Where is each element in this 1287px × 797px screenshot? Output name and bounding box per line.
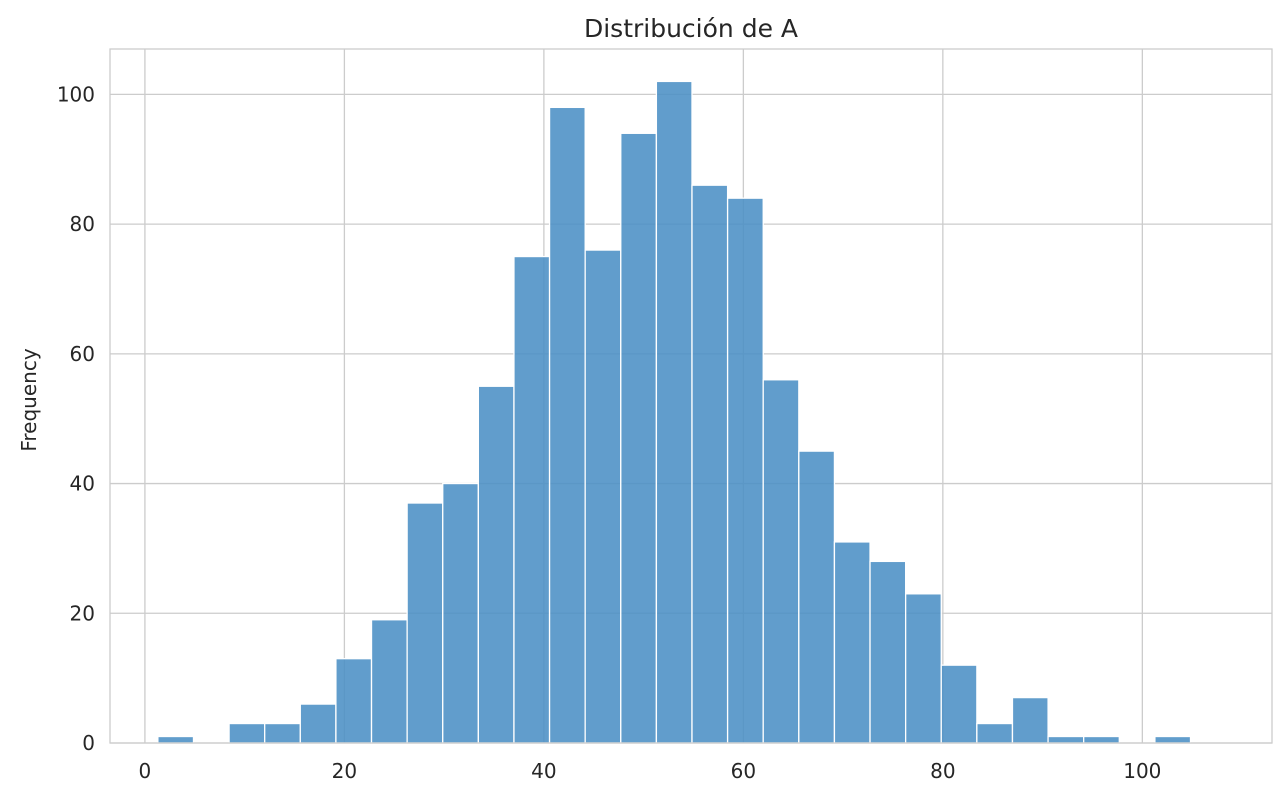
histogram-bar: [442, 482, 479, 744]
x-tick-label: 20: [332, 759, 357, 783]
histogram-bar: [691, 184, 729, 744]
histogram-bar: [584, 249, 622, 744]
x-tick-label: 0: [139, 759, 152, 783]
y-tick-label: 100: [57, 82, 95, 106]
histogram-bar: [157, 735, 195, 744]
histogram-bar: [904, 593, 942, 744]
histogram-bar: [976, 722, 1014, 744]
histogram-bar: [798, 450, 836, 744]
histogram-bar: [1011, 696, 1049, 744]
y-tick-label: 80: [70, 212, 95, 236]
histogram-bar: [869, 560, 907, 744]
x-tick-label: 80: [930, 759, 955, 783]
x-tick-labels: 0 20 40 60 80 100: [139, 759, 1162, 783]
plot-frame: [109, 48, 1273, 744]
histogram-bar: [477, 385, 515, 744]
histogram-bar: [833, 541, 871, 744]
histogram-bar: [548, 106, 586, 744]
histogram-bar: [513, 255, 551, 744]
histogram-bar: [299, 703, 337, 744]
histogram-bar: [370, 619, 408, 744]
histogram-bar: [1154, 735, 1192, 744]
chart-title: Distribución de A: [584, 14, 798, 43]
y-tick-label: 40: [70, 472, 95, 496]
y-tick-label: 20: [70, 601, 95, 625]
histogram-bar: [1047, 735, 1085, 744]
x-tick-label: 60: [731, 759, 756, 783]
histogram-bar: [264, 722, 301, 744]
histogram-bar: [335, 658, 373, 744]
histogram-bar: [940, 664, 978, 744]
x-tick-label: 100: [1123, 759, 1161, 783]
histogram-bars: [157, 80, 1192, 744]
y-tick-labels: 0 20 40 60 80 100: [57, 82, 95, 755]
x-tick-label: 40: [531, 759, 556, 783]
y-tick-label: 0: [82, 731, 95, 755]
histogram-bar: [726, 197, 764, 744]
histogram-bar: [1083, 735, 1120, 744]
histogram-bar: [655, 80, 693, 744]
histogram-bar: [620, 132, 658, 744]
histogram-bar: [228, 722, 266, 744]
histogram-bar: [762, 379, 800, 744]
y-tick-label: 60: [70, 342, 95, 366]
y-axis-label: Frequency: [17, 348, 41, 451]
histogram-bar: [406, 502, 444, 744]
